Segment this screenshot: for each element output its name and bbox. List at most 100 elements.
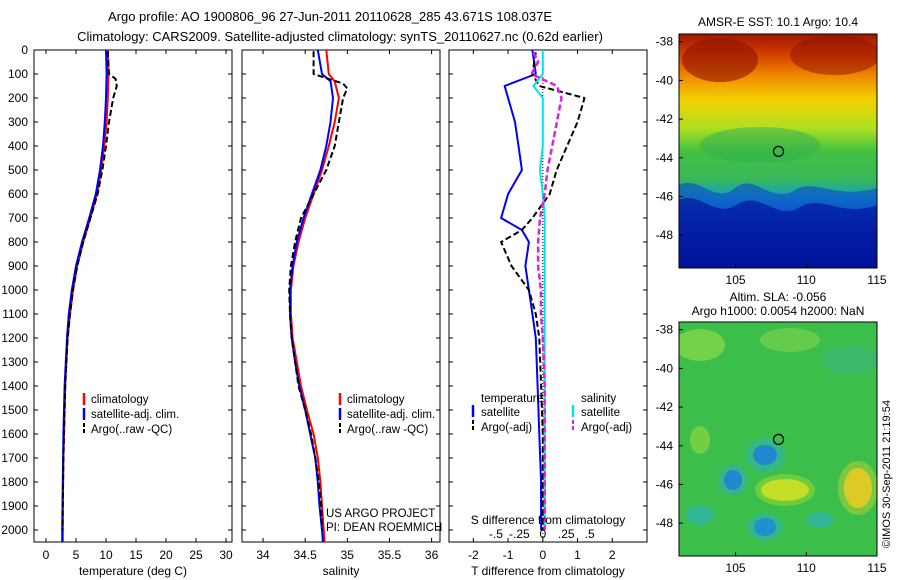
x-tick-label: 34 (256, 548, 270, 562)
s-tick-label: .25 (558, 527, 575, 541)
map-y-tick-label: -46 (656, 189, 674, 203)
map-y-tick-label: -44 (656, 439, 674, 453)
series-line (288, 51, 349, 531)
legend-label-climatology: climatology (347, 394, 405, 406)
legend-label-temp-satellite: satellite (481, 407, 520, 419)
depth-tick-label: 1400 (1, 379, 28, 393)
map-y-tick-label: -48 (656, 516, 674, 530)
series-line (61, 51, 118, 531)
temperature-xlabel: temperature (deg C) (79, 564, 187, 578)
series-line (500, 52, 586, 530)
depth-tick-label: 0 (21, 43, 28, 57)
x-tick-label: 2 (609, 548, 616, 562)
project-name: US ARGO PROJECT (326, 508, 435, 520)
salinity-legend: climatology satellite-adj. clim. Argo(..… (338, 393, 435, 436)
map-x-tick-label: 115 (867, 273, 886, 287)
figure-title-line1: Argo profile: AO 1900806_96 27-Jun-2011 … (108, 9, 552, 24)
x-tick-label: 25 (189, 548, 203, 562)
x-tick-label: 34.5 (294, 548, 318, 562)
x-tick-label: 0 (539, 548, 546, 562)
map-y-tick-label: -44 (656, 151, 674, 165)
depth-tick-label: 1300 (1, 355, 28, 369)
x-tick-label: 30 (219, 548, 233, 562)
depth-tick-label: 700 (8, 211, 28, 225)
map-y-tick-label: -38 (656, 35, 674, 49)
x-tick-label: 5 (73, 548, 80, 562)
legend-label-sal-argo: Argo(-adj) (581, 422, 632, 434)
depth-tick-label: 300 (8, 115, 28, 129)
salinity-x-axis: 34 34.5 35 35.5 36 (256, 50, 439, 562)
series-line (530, 51, 563, 530)
depth-tick-label: 1100 (2, 307, 28, 321)
legend-label-satellite: satellite-adj. clim. (347, 409, 435, 421)
temperature-panel-frame (33, 49, 233, 543)
difference-panel-frame (448, 49, 648, 543)
legend-head-temperature: temperature (481, 393, 543, 405)
legend-head-salinity: salinity (581, 393, 616, 405)
depth-tick-label: 1700 (1, 451, 28, 465)
depth-tick-label: 1000 (1, 283, 28, 297)
x-tick-label: -1 (503, 548, 514, 562)
salinity-xlabel: salinity (323, 564, 360, 578)
difference-legend: temperature salinity satellite Argo(-adj… (471, 393, 632, 434)
map-x-tick-label: 105 (726, 561, 746, 575)
s-tick-label: .5 (585, 527, 595, 541)
temperature-legend: climatology satellite-adj. clim. Argo(..… (82, 393, 179, 436)
depth-tick-label: 200 (8, 91, 28, 105)
map-y-tick-label: -48 (656, 228, 674, 242)
sla-map-subtitle: Argo h1000: 0.0054 h2000: NaN (692, 304, 865, 318)
sla-map-title: Altim. SLA: -0.056 (730, 290, 827, 304)
map-y-tick-label: -42 (656, 400, 674, 414)
profile-lines (61, 49, 586, 543)
map-x-tick-label: 105 (726, 273, 746, 287)
legend-label-sal-satellite: satellite (581, 407, 620, 419)
x-tick-label: 10 (99, 548, 113, 562)
difference-xlabel: T difference from climatology (471, 564, 625, 578)
project-pi: PI: DEAN ROEMMICH (326, 522, 442, 534)
x-tick-label: 20 (159, 548, 173, 562)
map-x-tick-label: 110 (797, 273, 816, 287)
map-x-tick-label: 110 (797, 561, 816, 575)
sst-map-frame (678, 33, 878, 269)
sst-argo-location-marker (772, 145, 785, 158)
legend-label-satellite: satellite-adj. clim. (91, 409, 179, 421)
series-line (61, 49, 110, 542)
legend-label-temp-argo: Argo(-adj) (481, 422, 532, 434)
x-tick-label: 35.5 (378, 548, 402, 562)
depth-tick-label: 600 (8, 187, 28, 201)
x-tick-label: -2 (468, 548, 479, 562)
x-tick-label: 1 (574, 548, 581, 562)
depth-tick-label: 100 (8, 67, 28, 81)
legend-label-argo: Argo(..raw -QC) (91, 424, 172, 436)
series-line (289, 49, 340, 543)
s-tick-label: -.25 (509, 527, 530, 541)
sst-map-title: AMSR-E SST: 10.1 Argo: 10.4 (698, 15, 858, 29)
sla-map-frame (678, 321, 878, 557)
depth-tick-label: 1200 (1, 331, 28, 345)
depth-tick-label: 2000 (1, 523, 28, 537)
x-tick-label: 15 (129, 548, 143, 562)
sla-map-image (679, 322, 877, 556)
series-line (289, 49, 334, 543)
temperature-x-axis: 0 5 10 15 20 25 30 (43, 50, 233, 562)
x-tick-label: 36 (425, 548, 439, 562)
legend-label-argo: Argo(..raw -QC) (347, 424, 428, 436)
depth-tick-label: 900 (8, 259, 28, 273)
depth-tick-label: 1500 (1, 403, 28, 417)
depth-axis: 0 100 200 300 400 500 600 700 800 900 1000 1100 1200… (1, 43, 647, 537)
sla-argo-location-marker (772, 433, 785, 446)
depth-tick-label: 400 (8, 139, 28, 153)
depth-tick-label: 800 (8, 235, 28, 249)
sst-map-image (679, 34, 877, 268)
salinity-panel-frame (241, 49, 441, 543)
legend-label-climatology: climatology (91, 394, 149, 406)
depth-tick-label: 1600 (1, 427, 28, 441)
sst-map-axes: 105 110 115 -38 -40 -42 -44 -46 -48 (656, 35, 887, 287)
map-y-tick-label: -38 (656, 323, 674, 337)
map-y-tick-label: -46 (656, 477, 674, 491)
x-tick-label: 35 (341, 548, 355, 562)
map-y-tick-label: -40 (656, 361, 674, 375)
map-y-tick-label: -40 (656, 73, 674, 87)
difference-top-label: S difference from climatology (471, 513, 626, 527)
